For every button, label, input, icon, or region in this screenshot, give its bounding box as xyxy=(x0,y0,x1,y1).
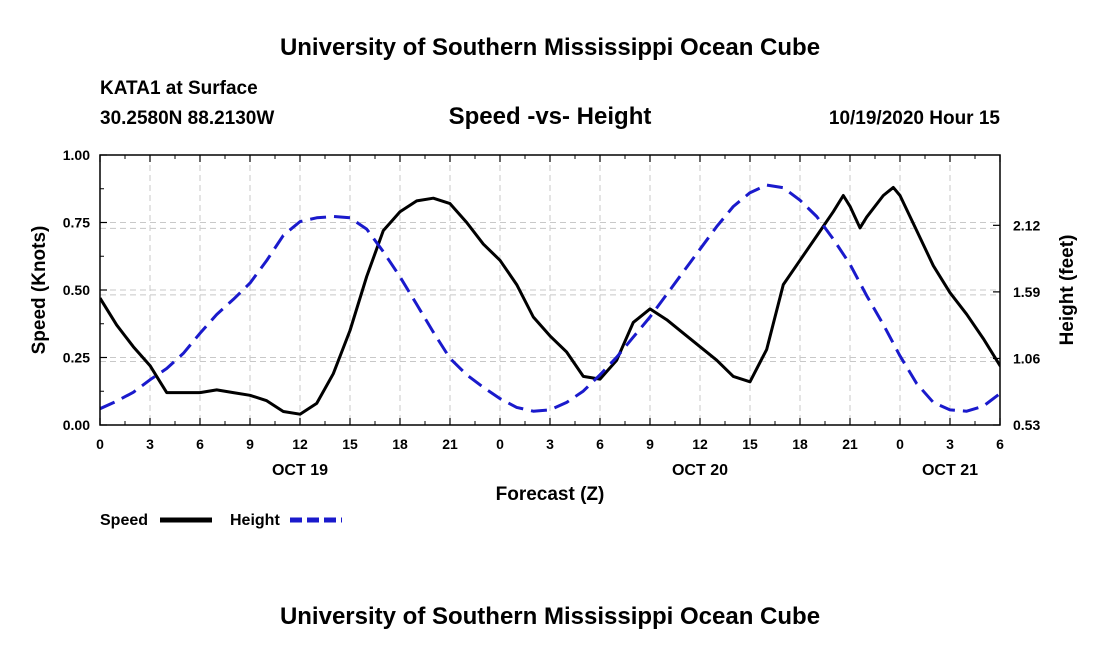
x-tick-label: 6 xyxy=(196,436,204,452)
legend-label-speed: Speed xyxy=(100,512,148,529)
y-tick-label: 0.75 xyxy=(63,215,90,231)
coords-label: 30.2580N 88.2130W xyxy=(100,108,274,129)
legend-label-height: Height xyxy=(230,512,280,529)
series-line-speed xyxy=(100,185,1000,416)
x-axis-label: Forecast (Z) xyxy=(496,484,605,505)
footer-title: University of Southern Mississippi Ocean… xyxy=(280,603,820,630)
grid-lines xyxy=(100,155,1000,425)
x-tick-label: 9 xyxy=(246,436,254,452)
chart-title: Speed -vs- Height xyxy=(449,103,652,130)
x-tick-label: 9 xyxy=(646,436,654,452)
x-tick-label: 15 xyxy=(742,436,758,452)
y-tick-label: 0.25 xyxy=(63,350,90,366)
x-tick-label: 12 xyxy=(292,436,308,452)
date-label: OCT 21 xyxy=(922,462,978,479)
tick-labels: 0 3 6 9 12 15 18 21 0 3 6 9 12 15 18 21 0 3 6 OCT 19 OCT 20 O… xyxy=(63,147,1041,479)
x-tick-label: 0 xyxy=(96,436,104,452)
date-label: OCT 19 xyxy=(272,462,328,479)
x-tick-label: 6 xyxy=(996,436,1004,452)
x-tick-label: 3 xyxy=(546,436,554,452)
y2-tick-label: 0.53 xyxy=(1013,417,1040,433)
y2-tick-label: 2.12 xyxy=(1013,217,1040,233)
x-tick-label: 15 xyxy=(342,436,358,452)
y2-axis-label: Height (feet) xyxy=(1057,235,1078,346)
x-tick-label: 0 xyxy=(496,436,504,452)
legend: Speed Height xyxy=(100,512,342,529)
y-axis-label: Speed (Knots) xyxy=(29,226,50,355)
y2-tick-label: 1.06 xyxy=(1013,350,1040,366)
y-tick-label: 1.00 xyxy=(63,147,90,163)
x-tick-label: 0 xyxy=(896,436,904,452)
date-label: OCT 20 xyxy=(672,462,728,479)
x-tick-label: 18 xyxy=(392,436,408,452)
x-tick-label: 18 xyxy=(792,436,808,452)
x-tick-label: 21 xyxy=(842,436,858,452)
series-lines xyxy=(100,183,1000,416)
x-tick-label: 6 xyxy=(596,436,604,452)
y-tick-label: 0.50 xyxy=(63,282,90,298)
plot-frame xyxy=(99,154,1001,426)
x-tick-label: 3 xyxy=(146,436,154,452)
series-line-height xyxy=(100,183,1000,413)
y-tick-label: 0.00 xyxy=(63,417,90,433)
station-label: KATA1 at Surface xyxy=(100,78,258,99)
page-title: University of Southern Mississippi Ocean… xyxy=(280,34,820,61)
y2-tick-label: 1.59 xyxy=(1013,284,1040,300)
x-tick-label: 12 xyxy=(692,436,708,452)
x-tick-label: 3 xyxy=(946,436,954,452)
timestamp-label: 10/19/2020 Hour 15 xyxy=(829,108,1001,129)
x-tick-label: 21 xyxy=(442,436,458,452)
